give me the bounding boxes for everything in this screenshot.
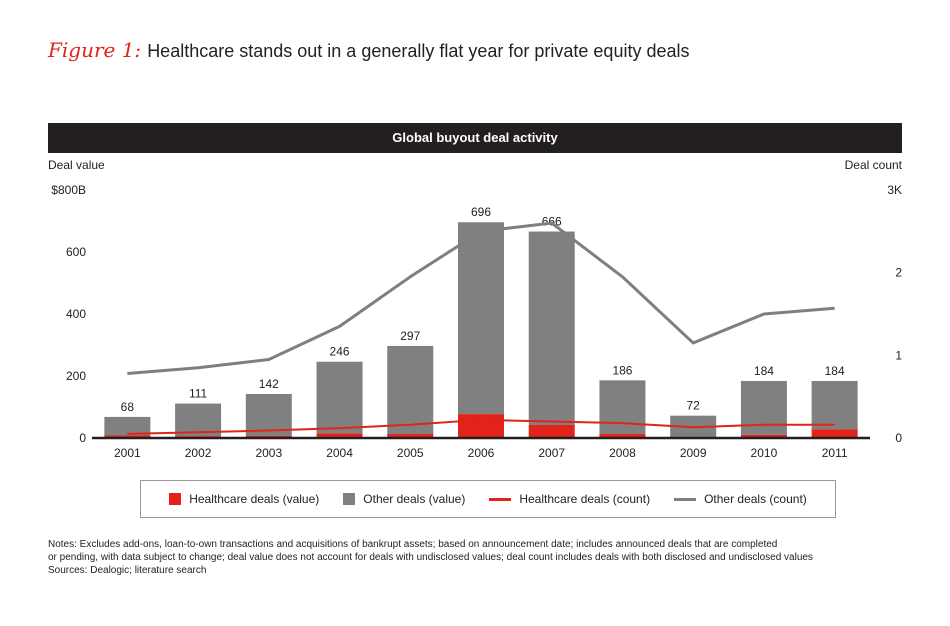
bar-total-label-2011: 184 <box>825 364 845 378</box>
left-axis-tick-3: 600 <box>66 245 86 259</box>
line-healthcare-count <box>127 418 835 435</box>
chart-legend: Healthcare deals (value) Other deals (va… <box>140 480 836 518</box>
x-tick-2009: 2009 <box>680 446 707 460</box>
bar-other-2010 <box>740 380 787 435</box>
left-axis-tick-2: 400 <box>66 307 86 321</box>
legend-swatch-healthcare-count <box>489 497 512 501</box>
bar-other-2005 <box>387 345 434 434</box>
figure-label: Figure 1: <box>48 38 142 62</box>
bar-other-2003 <box>245 393 292 436</box>
left-axis-title: Deal value <box>48 158 105 172</box>
chart-notes: Notes: Excludes add-ons, loan-to-own tra… <box>48 538 908 577</box>
notes-line-2: or pending, with data subject to change;… <box>48 552 813 563</box>
bar-total-label-2005: 297 <box>400 329 420 343</box>
bar-healthcare-2011 <box>811 429 858 438</box>
bar-healthcare-2004 <box>316 433 363 438</box>
right-axis-tick-2: 2 <box>895 266 902 280</box>
bar-total-label-2001: 68 <box>121 400 135 414</box>
legend-item-healthcare-count: Healthcare deals (count) <box>489 492 650 506</box>
legend-label-other-value: Other deals (value) <box>363 492 466 506</box>
right-axis-tick-0: 0 <box>895 431 902 445</box>
right-axis-tick-1: 1 <box>895 348 902 362</box>
legend-item-other-count: Other deals (count) <box>674 492 807 506</box>
x-tick-2007: 2007 <box>538 446 565 460</box>
bar-other-2006 <box>458 222 504 415</box>
line-other-count <box>127 221 835 376</box>
chart-title-banner: Global buyout deal activity <box>48 123 902 153</box>
left-axis-tick-1: 200 <box>66 369 86 383</box>
bar-healthcare-2005 <box>387 433 434 438</box>
bar-healthcare-2010 <box>740 434 787 438</box>
x-tick-2002: 2002 <box>185 446 212 460</box>
legend-item-healthcare-value: Healthcare deals (value) <box>169 492 319 506</box>
bar-total-label-2003: 142 <box>259 377 279 391</box>
bar-other-2002 <box>175 403 222 437</box>
figure-title-text: Healthcare stands out in a generally fla… <box>147 41 690 61</box>
bar-other-2008 <box>599 380 646 434</box>
bar-total-label-2006: 696 <box>471 205 491 219</box>
x-tick-2011: 2011 <box>822 446 848 460</box>
bar-other-2001 <box>104 416 151 436</box>
bar-total-label-2009: 72 <box>687 399 701 413</box>
bar-healthcare-2006 <box>458 414 504 438</box>
x-tick-2006: 2006 <box>468 446 495 460</box>
legend-label-healthcare-count: Healthcare deals (count) <box>519 492 651 506</box>
right-axis-title: Deal count <box>844 158 902 172</box>
notes-line-1: Notes: Excludes add-ons, loan-to-own tra… <box>48 539 778 550</box>
bar-other-2007 <box>528 231 575 425</box>
legend-label-other-count: Other deals (count) <box>704 492 807 506</box>
x-tick-2010: 2010 <box>751 446 778 460</box>
bar-total-label-2007: 666 <box>542 215 562 229</box>
x-tick-2004: 2004 <box>326 446 353 460</box>
bar-total-label-2010: 184 <box>754 364 774 378</box>
legend-swatch-other-value <box>343 493 356 505</box>
bar-other-2004 <box>316 361 363 434</box>
notes-line-3: Sources: Dealogic; literature search <box>48 565 207 576</box>
bar-other-2011 <box>811 380 858 430</box>
right-axis-tick-3: 3K <box>887 183 902 197</box>
figure-title: Figure 1: Healthcare stands out in a gene… <box>48 38 690 62</box>
bar-healthcare-2007 <box>528 424 575 438</box>
legend-label-healthcare-value: Healthcare deals (value) <box>189 492 320 506</box>
left-axis-tick-0: 0 <box>79 431 86 445</box>
x-tick-2008: 2008 <box>609 446 636 460</box>
x-tick-2001: 2001 <box>114 446 141 460</box>
legend-swatch-other-count <box>674 497 697 501</box>
left-axis-tick-4: $800B <box>51 183 86 197</box>
bar-healthcare-2008 <box>599 433 646 438</box>
x-tick-2003: 2003 <box>255 446 282 460</box>
x-tick-2005: 2005 <box>397 446 424 460</box>
bar-total-label-2008: 186 <box>612 363 632 377</box>
legend-swatch-healthcare-value <box>169 493 182 505</box>
bar-total-label-2002: 111 <box>189 387 208 401</box>
bar-total-label-2004: 246 <box>330 345 350 359</box>
legend-item-other-value: Other deals (value) <box>343 492 465 506</box>
